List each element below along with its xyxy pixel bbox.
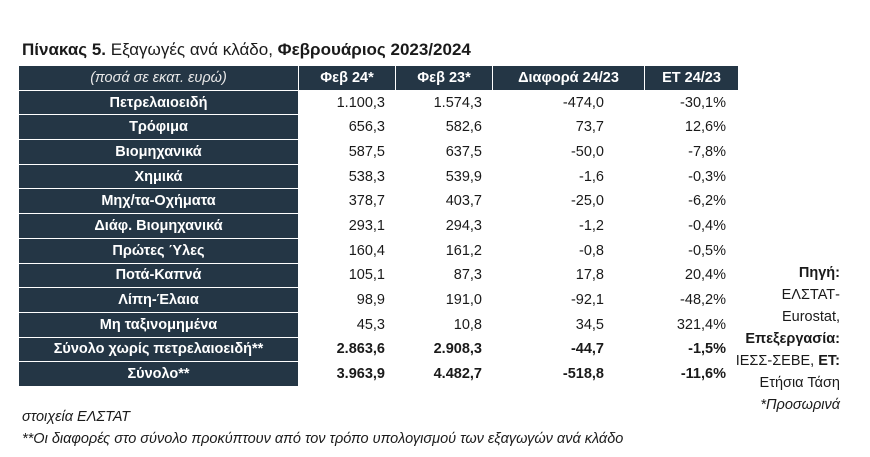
source-label: Πηγή: — [798, 265, 840, 281]
table-row: Τρόφιμα 656,3 582,6 73,7 12,6% — [18, 114, 739, 141]
table-row: Χημικά 538,3 539,9 -1,6 -0,3% — [18, 163, 739, 190]
cell-feb23: 87,3 — [395, 262, 493, 289]
table-row: Πρώτες Ύλες 160,4 161,2 -0,8 -0,5% — [18, 237, 739, 264]
cell-difference: -474,0 — [492, 89, 645, 116]
cell-feb24: 98,9 — [298, 287, 396, 313]
row-label: Πρώτες Ύλες — [18, 237, 299, 264]
cell-feb24: 45,3 — [298, 311, 396, 338]
table-row-total: Σύνολο** 3.963,9 4.482,7 -518,8 -11,6% — [18, 361, 739, 387]
cell-feb24: 2.863,6 — [298, 336, 396, 363]
cell-annual-trend: -7,8% — [644, 139, 739, 165]
row-label: Ποτά-Καπνά — [18, 262, 299, 289]
row-label: Τρόφιμα — [18, 114, 299, 141]
processing-value: ΙΕΣΣ-ΣΕΒΕ, — [735, 353, 815, 369]
cell-feb24: 3.963,9 — [298, 361, 396, 387]
data-source-footnote: στοιχεία ΕΛΣΤΑΤ — [22, 409, 130, 425]
cell-feb24: 378,7 — [298, 188, 396, 215]
exports-table: (ποσά σε εκατ. ευρώ) Φεβ 24* Φεβ 23* Δια… — [18, 65, 739, 387]
header-feb24: Φεβ 24* — [298, 65, 396, 91]
cell-annual-trend: -0,4% — [644, 213, 739, 239]
cell-feb23: 637,5 — [395, 139, 493, 165]
header-units: (ποσά σε εκατ. ευρώ) — [18, 65, 299, 91]
table-row: Διάφ. Βιομηχανικά 293,1 294,3 -1,2 -0,4% — [18, 213, 739, 239]
table-row: Ποτά-Καπνά 105,1 87,3 17,8 20,4% — [18, 262, 739, 289]
cell-difference: -92,1 — [492, 287, 645, 313]
cell-annual-trend: -1,5% — [644, 336, 739, 363]
cell-annual-trend: -6,2% — [644, 188, 739, 215]
cell-difference: -1,6 — [492, 163, 645, 190]
table-row: Πετρελαιοειδή 1.100,3 1.574,3 -474,0 -30… — [18, 89, 739, 116]
totals-footnote: **Οι διαφορές στο σύνολο προκύπτουν από … — [22, 431, 624, 447]
cell-difference: -518,8 — [492, 361, 645, 387]
table-row: Μηχ/τα-Οχήματα 378,7 403,7 -25,0 -6,2% — [18, 188, 739, 215]
source-note: Πηγή: ΕΛΣΤΑΤ- Eurostat, Επεξεργασία: ΙΕΣ… — [700, 262, 840, 416]
row-label: Μηχ/τα-Οχήματα — [18, 188, 299, 215]
row-label: Χημικά — [18, 163, 299, 190]
table-row: Βιομηχανικά 587,5 637,5 -50,0 -7,8% — [18, 139, 739, 165]
et-value: Ετήσια Τάση — [759, 375, 840, 391]
cell-annual-trend: -0,5% — [644, 237, 739, 264]
cell-annual-trend: 20,4% — [644, 262, 739, 289]
cell-annual-trend: -30,1% — [644, 89, 739, 116]
cell-feb24: 538,3 — [298, 163, 396, 190]
cell-feb23: 4.482,7 — [395, 361, 493, 387]
et-label: ΕΤ: — [818, 353, 840, 369]
table-row-subtotal: Σύνολο χωρίς πετρελαιοειδή** 2.863,6 2.9… — [18, 336, 739, 363]
cell-feb23: 1.574,3 — [395, 89, 493, 116]
provisional-note: *Προσωρινά — [760, 397, 840, 413]
cell-feb24: 656,3 — [298, 114, 396, 141]
cell-annual-trend: 12,6% — [644, 114, 739, 141]
cell-annual-trend: -0,3% — [644, 163, 739, 190]
table-header-row: (ποσά σε εκατ. ευρώ) Φεβ 24* Φεβ 23* Δια… — [18, 65, 739, 91]
row-label: Σύνολο χωρίς πετρελαιοειδή** — [18, 336, 299, 363]
cell-difference: -0,8 — [492, 237, 645, 264]
cell-feb24: 1.100,3 — [298, 89, 396, 116]
cell-feb24: 105,1 — [298, 262, 396, 289]
cell-difference: -44,7 — [492, 336, 645, 363]
processing-label: Επεξεργασία: — [745, 331, 840, 347]
table-period: Φεβρουάριος 2023/2024 — [277, 40, 471, 59]
table-row: Μη ταξινομημένα 45,3 10,8 34,5 321,4% — [18, 311, 739, 338]
cell-feb24: 587,5 — [298, 139, 396, 165]
header-feb23: Φεβ 23* — [395, 65, 493, 91]
cell-feb23: 161,2 — [395, 237, 493, 264]
row-label: Μη ταξινομημένα — [18, 311, 299, 338]
table-row: Λίπη-Έλαια 98,9 191,0 -92,1 -48,2% — [18, 287, 739, 313]
cell-difference: -25,0 — [492, 188, 645, 215]
row-label: Πετρελαιοειδή — [18, 89, 299, 116]
cell-feb23: 191,0 — [395, 287, 493, 313]
cell-annual-trend: -11,6% — [644, 361, 739, 387]
cell-difference: 34,5 — [492, 311, 645, 338]
cell-feb23: 539,9 — [395, 163, 493, 190]
cell-feb23: 582,6 — [395, 114, 493, 141]
cell-difference: 17,8 — [492, 262, 645, 289]
cell-feb23: 2.908,3 — [395, 336, 493, 363]
cell-difference: 73,7 — [492, 114, 645, 141]
row-label: Βιομηχανικά — [18, 139, 299, 165]
source-value-2: Eurostat, — [781, 309, 840, 325]
row-label: Διάφ. Βιομηχανικά — [18, 213, 299, 239]
cell-annual-trend: -48,2% — [644, 287, 739, 313]
row-label: Σύνολο** — [18, 361, 299, 387]
table-title: Πίνακας 5. Εξαγωγές ανά κλάδο, Φεβρουάρι… — [22, 40, 471, 60]
header-annual-trend: ΕΤ 24/23 — [644, 65, 739, 91]
header-difference: Διαφορά 24/23 — [492, 65, 645, 91]
cell-feb23: 10,8 — [395, 311, 493, 338]
cell-feb24: 160,4 — [298, 237, 396, 264]
cell-difference: -50,0 — [492, 139, 645, 165]
row-label: Λίπη-Έλαια — [18, 287, 299, 313]
table-caption: Εξαγωγές ανά κλάδο, — [106, 40, 278, 59]
cell-feb24: 293,1 — [298, 213, 396, 239]
cell-feb23: 403,7 — [395, 188, 493, 215]
cell-feb23: 294,3 — [395, 213, 493, 239]
source-value-1: ΕΛΣΤΑΤ- — [781, 287, 840, 303]
cell-difference: -1,2 — [492, 213, 645, 239]
table-number: Πίνακας 5. — [22, 40, 107, 59]
